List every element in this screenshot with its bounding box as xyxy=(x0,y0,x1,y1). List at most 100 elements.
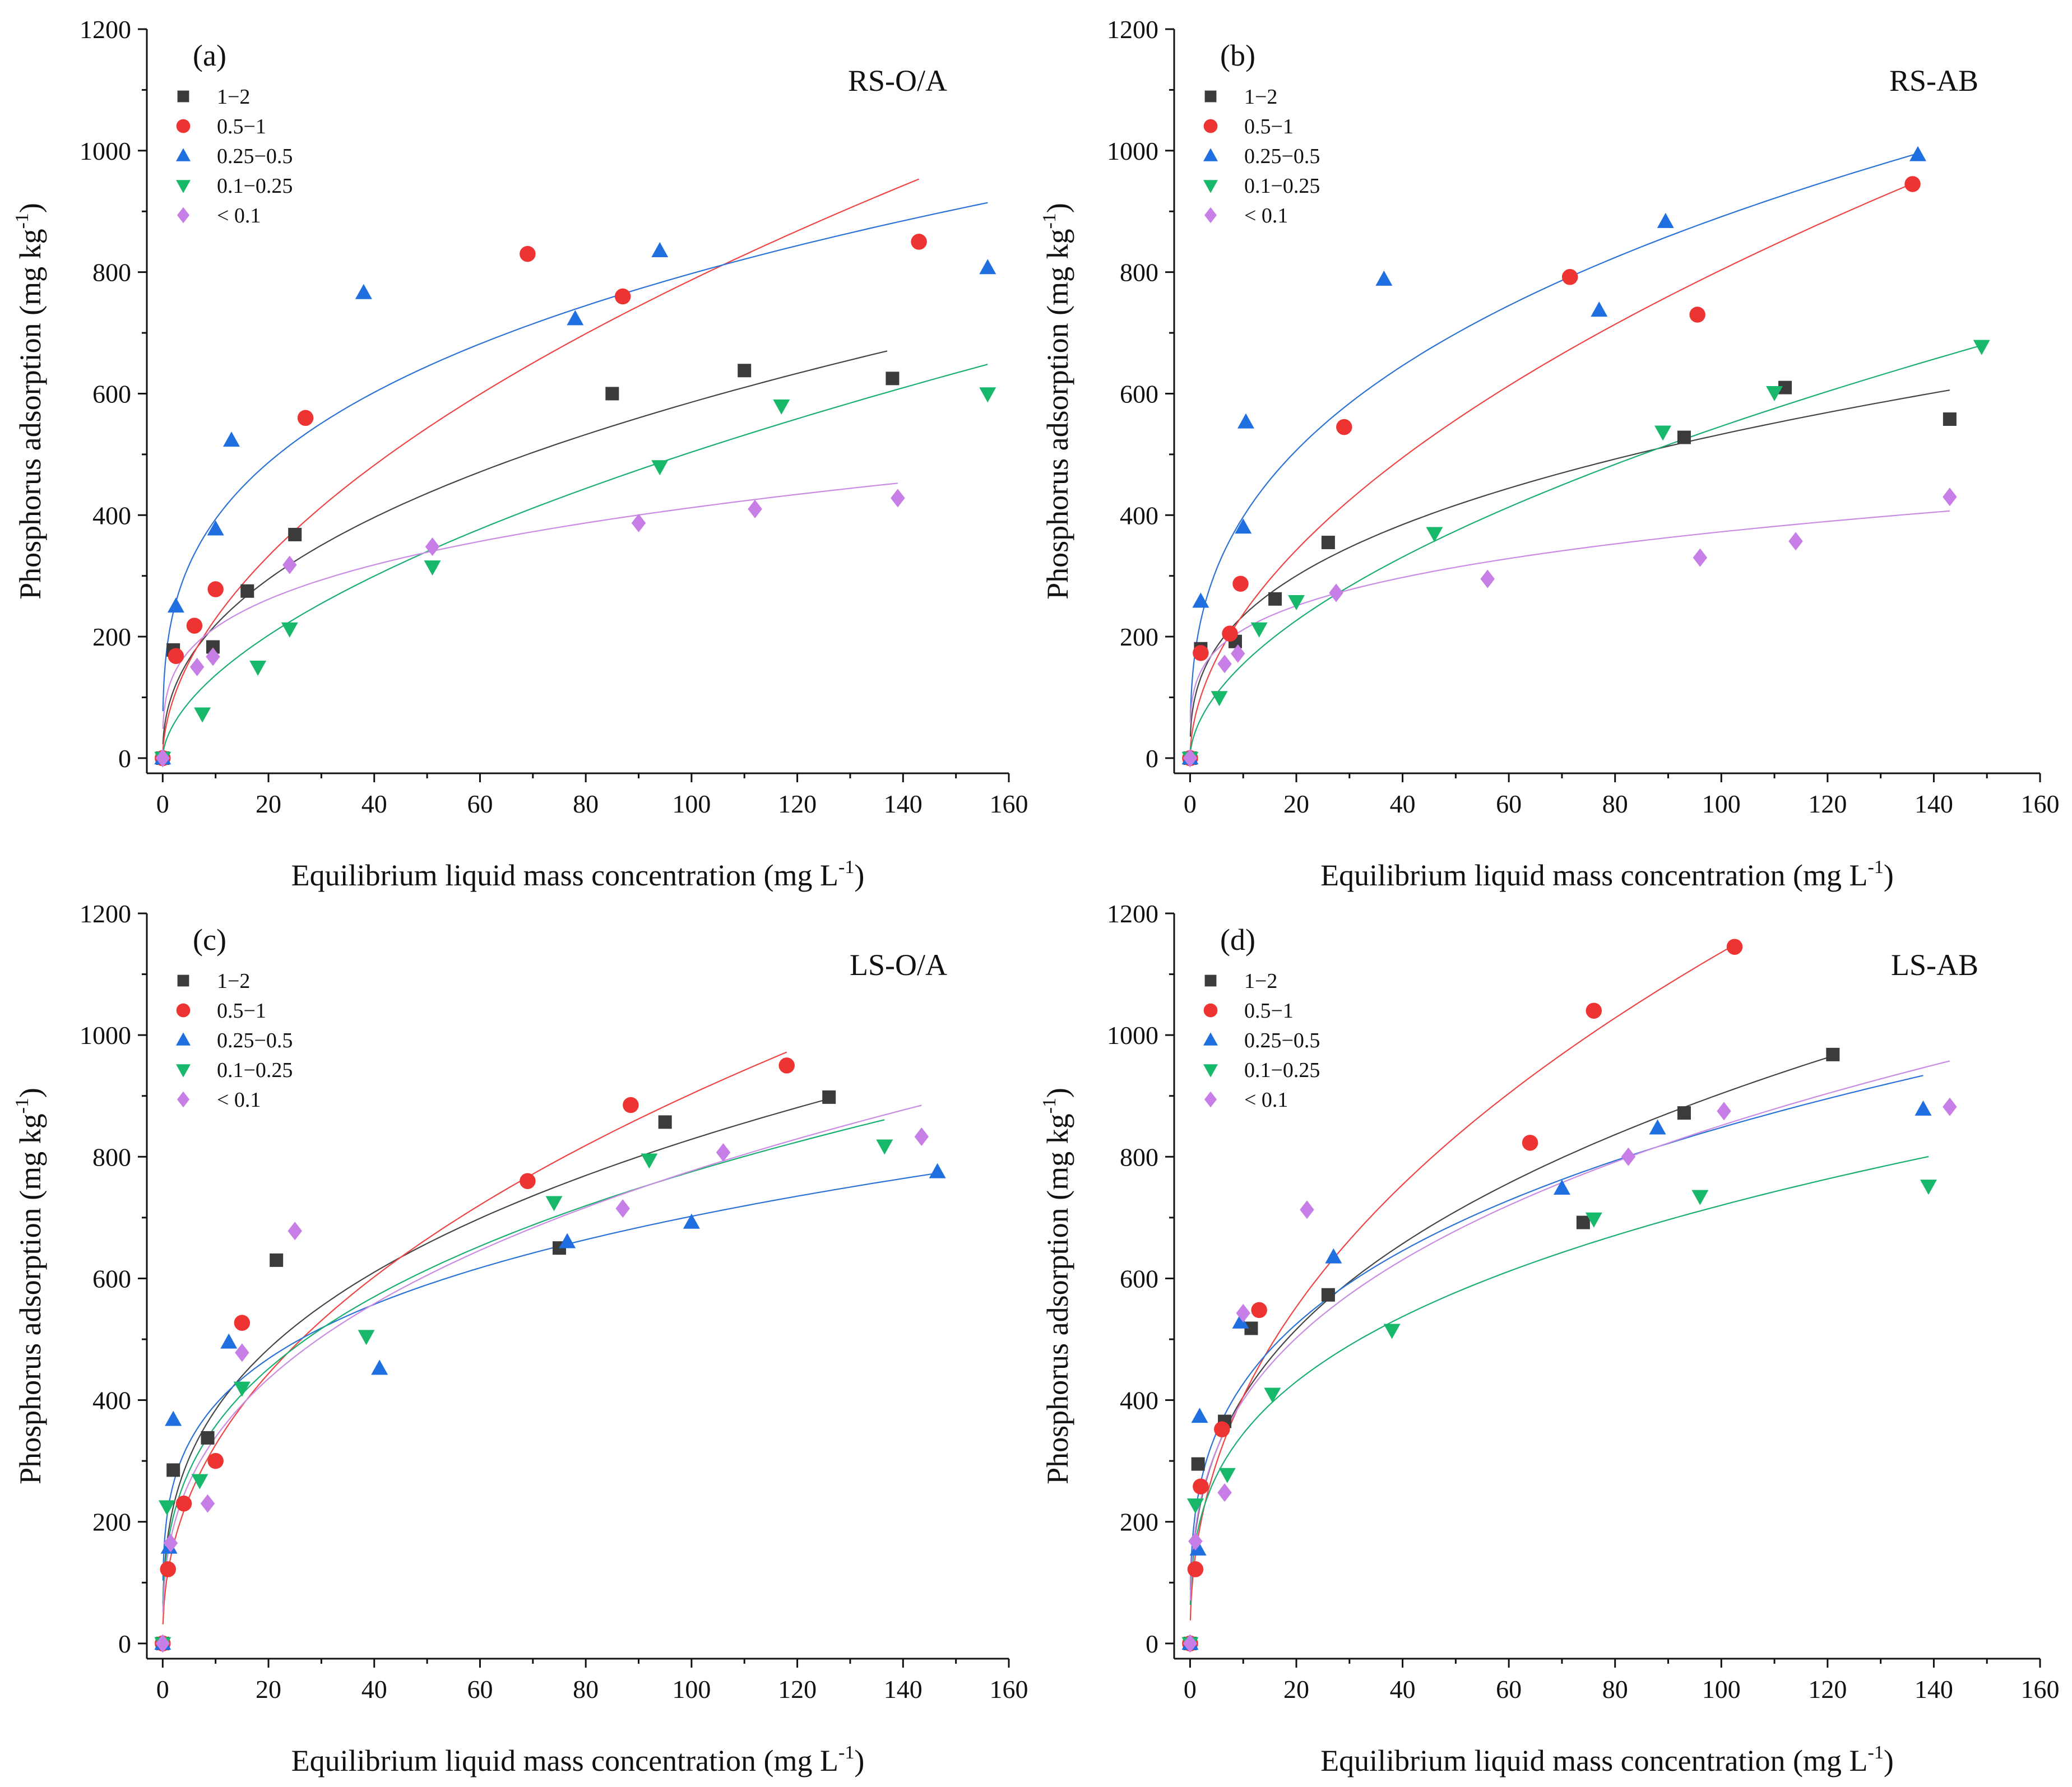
legend-marker xyxy=(1203,119,1218,133)
data-point xyxy=(1689,307,1705,323)
data-point xyxy=(282,555,297,574)
data-point xyxy=(1553,1179,1570,1195)
fit-curve-1 xyxy=(162,1098,829,1604)
legend-entry: 0.25−0.5 xyxy=(1244,1029,1320,1052)
y-tick-label: 200 xyxy=(92,1508,131,1537)
data-point xyxy=(631,513,646,532)
data-point xyxy=(1232,1313,1249,1329)
data-point xyxy=(155,749,170,768)
data-point xyxy=(160,1561,176,1577)
fit-curve-2 xyxy=(162,1051,787,1624)
panel-label: (b) xyxy=(1220,39,1255,72)
fit-curve-4 xyxy=(1189,1155,1929,1605)
x-tick-label: 120 xyxy=(1808,1675,1847,1704)
data-point xyxy=(371,1359,388,1375)
data-point xyxy=(1909,146,1926,161)
legend-marker xyxy=(1203,148,1218,161)
data-point xyxy=(1693,548,1708,567)
legend-entry: 1−2 xyxy=(1244,85,1277,109)
data-point xyxy=(1268,592,1282,606)
data-point xyxy=(1183,749,1198,768)
data-point xyxy=(1826,1047,1840,1061)
fit-curve-5 xyxy=(1189,510,1950,723)
legend-entry: 1−2 xyxy=(217,85,250,109)
data-point xyxy=(1585,1212,1602,1228)
data-point xyxy=(651,460,669,476)
data-point xyxy=(220,1333,238,1349)
y-tick-label: 800 xyxy=(1120,1143,1158,1171)
chart-panel-2: 0 20 40 60 80 100 120 140 160 0 200 400 600 800 1000 12… xyxy=(1039,15,2060,892)
x-tick-label: 160 xyxy=(990,1675,1028,1704)
fit-curve-4 xyxy=(162,1119,885,1607)
y-tick-label: 400 xyxy=(92,1386,131,1415)
data-point xyxy=(1188,1531,1203,1551)
x-tick-label: 80 xyxy=(1602,1675,1628,1704)
data-point xyxy=(1788,532,1803,551)
x-tick-label: 100 xyxy=(1702,790,1741,818)
legend-entry: 0.5−1 xyxy=(217,115,266,138)
x-tick-label: 120 xyxy=(778,1675,817,1704)
legend-entry: 0.5−1 xyxy=(1244,115,1294,138)
data-point xyxy=(1186,1498,1204,1514)
data-point xyxy=(520,1173,536,1189)
data-point xyxy=(891,489,905,508)
data-point xyxy=(235,1343,249,1362)
legend-marker xyxy=(176,180,191,193)
data-point xyxy=(1726,939,1743,955)
legend-marker xyxy=(1204,207,1217,224)
data-point xyxy=(520,245,536,262)
data-point xyxy=(167,597,184,613)
y-tick-label: 0 xyxy=(118,1630,131,1658)
fit-curve-1 xyxy=(1189,1055,1833,1605)
data-point xyxy=(206,647,220,666)
x-tick-label: 60 xyxy=(1496,790,1522,818)
x-axis-title: Equilibrium liquid mass concentration (m… xyxy=(291,1742,865,1777)
data-point xyxy=(1321,536,1335,550)
data-point xyxy=(1336,419,1352,435)
x-tick-label: 120 xyxy=(778,790,817,818)
data-point xyxy=(1264,1387,1281,1403)
data-point xyxy=(1232,575,1249,592)
data-point xyxy=(1321,1288,1335,1302)
legend-entry: < 0.1 xyxy=(1244,1088,1288,1112)
x-tick-label: 160 xyxy=(2021,1675,2060,1704)
legend-entry: 0.1−0.25 xyxy=(217,1059,293,1082)
legend-marker xyxy=(1204,90,1217,103)
y-tick-label: 200 xyxy=(1120,623,1158,651)
data-point xyxy=(651,242,669,257)
y-tick-label: 800 xyxy=(92,258,131,287)
data-point xyxy=(166,1463,180,1477)
data-point xyxy=(155,1634,170,1653)
data-point xyxy=(175,1495,192,1512)
fit-curve-5 xyxy=(162,482,898,729)
data-point xyxy=(163,1534,178,1553)
data-point xyxy=(233,1381,251,1397)
data-point xyxy=(876,1139,893,1155)
x-tick-label: 80 xyxy=(573,790,599,818)
y-tick-label: 400 xyxy=(1120,501,1158,530)
data-point xyxy=(615,1199,630,1218)
legend-marker xyxy=(1204,974,1217,987)
data-point xyxy=(773,399,790,415)
data-point xyxy=(168,648,184,665)
y-tick-label: 0 xyxy=(1146,744,1158,773)
x-tick-label: 0 xyxy=(1184,790,1197,818)
y-tick-label: 800 xyxy=(92,1143,131,1171)
data-point xyxy=(1191,1408,1208,1423)
data-point xyxy=(1586,1002,1602,1019)
data-point xyxy=(1943,412,1957,426)
legend-marker xyxy=(177,90,189,103)
data-point xyxy=(683,1213,700,1229)
data-point xyxy=(979,259,996,275)
data-point xyxy=(1561,269,1578,285)
data-point xyxy=(1192,592,1209,608)
data-point xyxy=(1621,1147,1636,1166)
y-axis-title: Phosphorus adsorption (mg kg-1) xyxy=(12,1088,47,1484)
data-point xyxy=(614,288,631,305)
legend-entry: 0.5−1 xyxy=(217,999,266,1023)
data-point xyxy=(1250,622,1268,638)
x-tick-label: 140 xyxy=(1915,1675,1953,1704)
data-point xyxy=(358,1330,375,1345)
legend-entry: 0.25−0.5 xyxy=(217,145,293,168)
